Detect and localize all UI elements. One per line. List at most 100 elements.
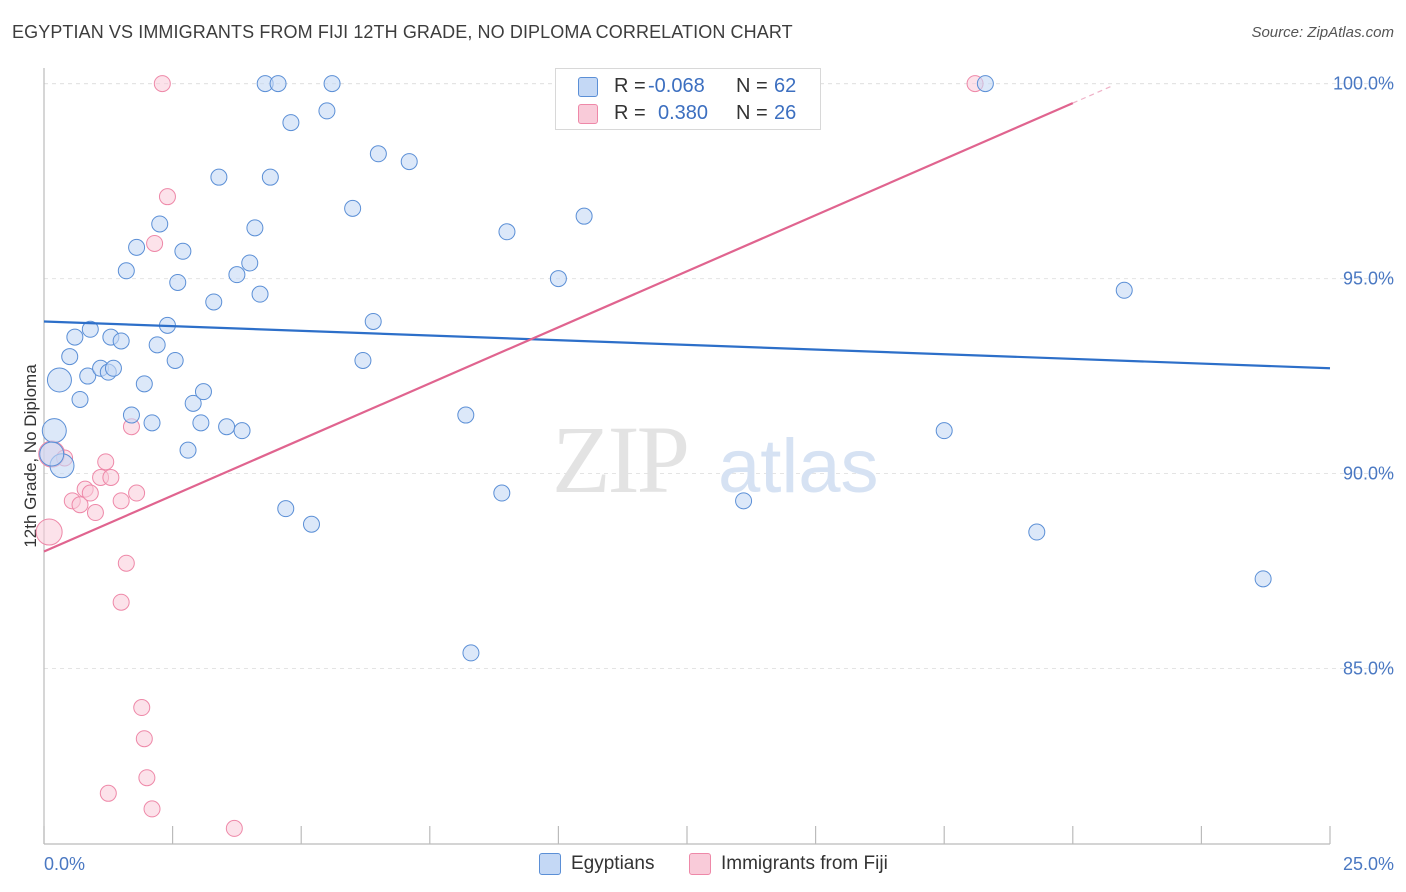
y-tick-label-95: 95.0% — [1343, 269, 1394, 289]
egyptian-point-33 — [246, 219, 264, 237]
egyptian-point-40 — [302, 515, 320, 533]
legend-n-value-fiji: 26 — [774, 102, 797, 124]
legend-r-label: R = — [614, 75, 646, 97]
egyptian-points — [39, 75, 1272, 662]
egyptian-point-60 — [39, 441, 65, 467]
egyptian-point-41 — [318, 102, 336, 120]
egyptian-point-6 — [79, 367, 97, 385]
egyptian-point-59 — [1254, 570, 1272, 588]
egyptian-point-57 — [1028, 523, 1046, 541]
y-axis-label: 12th Grade, No Diploma — [21, 364, 40, 548]
egyptian-point-3 — [61, 348, 79, 366]
egyptian-point-54 — [735, 492, 753, 510]
egyptian-point-4 — [66, 328, 84, 346]
fiji-point-9 — [97, 453, 115, 471]
egyptian-point-11 — [112, 332, 130, 350]
fiji-point-22 — [138, 769, 156, 787]
source-credit: Source: ZipAtlas.com — [1251, 24, 1394, 41]
egyptian-point-26 — [194, 383, 212, 401]
egyptian-point-22 — [174, 242, 192, 260]
egyptian-point-36 — [261, 168, 279, 186]
egyptian-point-48 — [457, 406, 475, 424]
egyptian-point-7 — [81, 320, 99, 338]
chart-title: EGYPTIAN VS IMMIGRANTS FROM FIJI 12TH GR… — [12, 22, 793, 42]
egyptian-point-44 — [354, 351, 372, 369]
fiji-point-18 — [158, 188, 176, 206]
fiji-point-23 — [143, 800, 161, 818]
egyptian-point-15 — [135, 375, 153, 393]
fiji-point-6 — [81, 484, 99, 502]
bottom-legend-swatch-fiji — [689, 853, 711, 875]
egyptian-point-49 — [462, 644, 480, 662]
legend-n-label: N = — [736, 75, 768, 97]
egyptian-point-2 — [46, 367, 72, 393]
fiji-point-7 — [86, 504, 104, 522]
legend-r-label: R = — [614, 102, 646, 124]
egyptian-point-16 — [143, 414, 161, 432]
egyptian-point-37 — [269, 75, 287, 93]
legend-swatch-egyptians — [578, 77, 598, 97]
egyptian-point-51 — [498, 223, 516, 241]
egyptian-point-55 — [935, 422, 953, 440]
legend-swatch-fiji — [578, 104, 598, 124]
egyptian-point-13 — [122, 406, 140, 424]
gridlines — [44, 83, 1394, 670]
egyptian-point-43 — [344, 199, 362, 217]
egyptian-point-46 — [369, 145, 387, 163]
y-tick-label-85: 85.0% — [1343, 659, 1394, 679]
egyptian-point-56 — [976, 75, 994, 93]
y-tick-labels: 85.0% 90.0% 95.0% 100.0% — [1333, 74, 1394, 679]
legend-r-value-egyptians: -0.068 — [648, 75, 705, 97]
egyptian-point-61 — [104, 359, 122, 377]
egyptian-trend-line — [43, 320, 1331, 370]
egyptian-point-30 — [228, 266, 246, 284]
bottom-legend-label-egyptians: Egyptians — [571, 853, 655, 874]
x-tick-label-min: 0.0% — [44, 854, 85, 874]
egyptian-point-34 — [251, 285, 269, 303]
y-tick-label-100: 100.0% — [1333, 74, 1394, 94]
fiji-point-17 — [146, 234, 164, 252]
egyptian-point-12 — [117, 262, 135, 280]
egyptian-point-39 — [282, 114, 300, 132]
fiji-point-12 — [117, 554, 135, 572]
egyptian-point-18 — [151, 215, 169, 233]
fiji-point-10 — [102, 468, 120, 486]
fiji-point-19 — [153, 75, 171, 93]
y-tick-label-90: 90.0% — [1343, 464, 1394, 484]
fiji-point-14 — [128, 484, 146, 502]
fiji-point-4 — [71, 496, 89, 514]
fiji-point-0 — [35, 518, 63, 546]
fiji-trend-line — [43, 102, 1074, 553]
egyptian-point-0 — [41, 418, 67, 444]
watermark: ZIP atlas — [552, 406, 879, 513]
fiji-point-11 — [112, 492, 130, 510]
stats-legend: R = -0.068 N = 62 R = 0.380 N = 26 — [555, 68, 821, 130]
egyptian-point-14 — [128, 238, 146, 256]
egyptian-point-21 — [169, 273, 187, 291]
egyptian-point-42 — [323, 75, 341, 93]
egyptian-point-38 — [277, 500, 295, 518]
egyptian-point-28 — [210, 168, 228, 186]
trend-lines — [43, 84, 1331, 553]
fiji-point-21 — [99, 784, 117, 802]
egyptian-point-17 — [148, 336, 166, 354]
egyptian-point-53 — [575, 207, 593, 225]
egyptian-point-25 — [192, 414, 210, 432]
bottom-legend-swatch-egyptians — [539, 853, 561, 875]
fiji-point-24 — [225, 819, 243, 837]
egyptian-point-24 — [184, 394, 202, 412]
egyptian-point-29 — [218, 418, 236, 436]
fiji-trend-extension — [1072, 84, 1115, 104]
egyptian-point-50 — [493, 484, 511, 502]
egyptian-point-27 — [205, 293, 223, 311]
egyptian-point-47 — [400, 153, 418, 171]
fiji-point-20 — [112, 593, 130, 611]
egyptian-point-32 — [241, 254, 259, 272]
watermark-zip: ZIP — [552, 406, 687, 513]
bottom-legend-label-fiji: Immigrants from Fiji — [721, 853, 888, 874]
x-ticks — [43, 826, 1331, 844]
egyptian-point-52 — [549, 270, 567, 288]
x-tick-label-max: 25.0% — [1343, 854, 1394, 874]
egyptian-point-58 — [1115, 281, 1133, 299]
